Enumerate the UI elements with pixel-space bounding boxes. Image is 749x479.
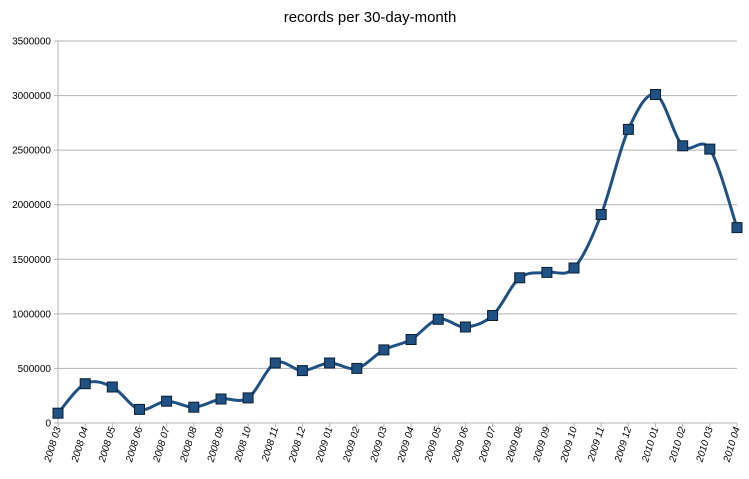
series-group bbox=[52, 89, 743, 419]
chart-title: records per 30-day-month bbox=[284, 9, 457, 26]
data-point-2009-04 bbox=[405, 334, 417, 345]
y-tick-label-6: 3000000 bbox=[12, 91, 51, 102]
data-point-2009-07 bbox=[487, 310, 499, 321]
data-point-2008-07 bbox=[161, 395, 173, 407]
series-0-line bbox=[56, 92, 739, 415]
x-tick-label-16: 2009 07 bbox=[477, 425, 499, 464]
x-tick-label-18: 2009 09 bbox=[531, 425, 553, 464]
x-tick-label-1: 2008 04 bbox=[70, 425, 92, 464]
y-tick-label-1: 500000 bbox=[18, 364, 52, 375]
y-tick-label-2: 1000000 bbox=[12, 309, 51, 320]
data-point-2008-12 bbox=[296, 365, 308, 377]
x-tick-label-5: 2008 08 bbox=[178, 425, 200, 464]
data-point-2008-09 bbox=[215, 393, 227, 405]
data-point-2008-05 bbox=[106, 381, 118, 393]
x-tick-label-22: 2010 01 bbox=[640, 426, 661, 465]
data-point-2008-08 bbox=[188, 401, 200, 413]
x-tick-label-6: 2008 09 bbox=[205, 425, 227, 464]
data-point-2009-06 bbox=[459, 321, 471, 333]
y-tick-label-5: 2500000 bbox=[12, 146, 51, 157]
y-tick-label-0: 0 bbox=[45, 419, 51, 430]
data-point-2009-09 bbox=[541, 266, 553, 278]
x-tick-label-20: 2009 11 bbox=[586, 426, 607, 464]
x-tick-label-12: 2009 03 bbox=[368, 425, 390, 464]
data-point-2008-10 bbox=[242, 392, 254, 404]
data-point-2010-04 bbox=[731, 222, 743, 234]
data-point-2009-08 bbox=[514, 272, 526, 284]
x-tick-label-9: 2008 12 bbox=[287, 425, 309, 464]
grid-lines bbox=[54, 40, 737, 424]
data-point-2009-12 bbox=[622, 123, 634, 135]
data-point-2010-02 bbox=[677, 140, 689, 152]
x-tick-label-24: 2010 03 bbox=[694, 425, 716, 464]
data-point-2009-01 bbox=[324, 357, 336, 369]
data-point-2009-11 bbox=[595, 209, 607, 220]
x-tick-label-23: 2010 02 bbox=[667, 425, 689, 464]
axes bbox=[57, 41, 738, 427]
data-point-2008-11 bbox=[269, 357, 281, 369]
y-axis-tick-labels: 0 500000 1000000 1500000 2000000 2500000 30000… bbox=[12, 37, 51, 430]
x-tick-label-0: 2008 03 bbox=[42, 425, 64, 464]
x-tick-label-13: 2009 04 bbox=[396, 425, 418, 464]
y-tick-label-4: 2000000 bbox=[12, 200, 51, 211]
x-tick-label-2: 2008 05 bbox=[97, 425, 119, 464]
x-tick-label-19: 2009 10 bbox=[559, 425, 581, 464]
x-tick-label-8: 2008 11 bbox=[260, 426, 281, 464]
data-point-2008-03 bbox=[52, 407, 64, 419]
data-point-2009-02 bbox=[351, 362, 363, 374]
x-axis-tick-labels: 2008 03 2008 04 2008 05 2008 06 2008 07 2008 … bbox=[42, 425, 743, 464]
y-tick-label-3: 1500000 bbox=[12, 255, 51, 266]
x-tick-label-15: 2009 06 bbox=[450, 425, 472, 464]
x-tick-label-11: 2009 02 bbox=[341, 425, 363, 464]
x-tick-label-21: 2009 12 bbox=[613, 425, 635, 464]
x-tick-label-14: 2009 05 bbox=[423, 425, 445, 464]
data-point-2010-01 bbox=[650, 89, 661, 100]
y-tick-label-7: 3500000 bbox=[12, 37, 51, 48]
x-tick-label-25: 2010 04 bbox=[721, 425, 743, 464]
x-tick-label-7: 2008 10 bbox=[233, 425, 255, 464]
data-point-2009-10 bbox=[568, 262, 580, 274]
x-tick-label-3: 2008 06 bbox=[124, 425, 146, 464]
data-point-2008-06 bbox=[134, 403, 145, 415]
x-tick-label-10: 2009 01 bbox=[314, 426, 335, 465]
x-tick-label-17: 2009 08 bbox=[504, 425, 526, 464]
data-point-2008-04 bbox=[79, 378, 91, 390]
data-point-2009-05 bbox=[432, 313, 444, 325]
x-tick-label-4: 2008 07 bbox=[151, 425, 173, 464]
data-point-2010-03 bbox=[704, 143, 716, 155]
data-point-2009-03 bbox=[378, 344, 390, 356]
